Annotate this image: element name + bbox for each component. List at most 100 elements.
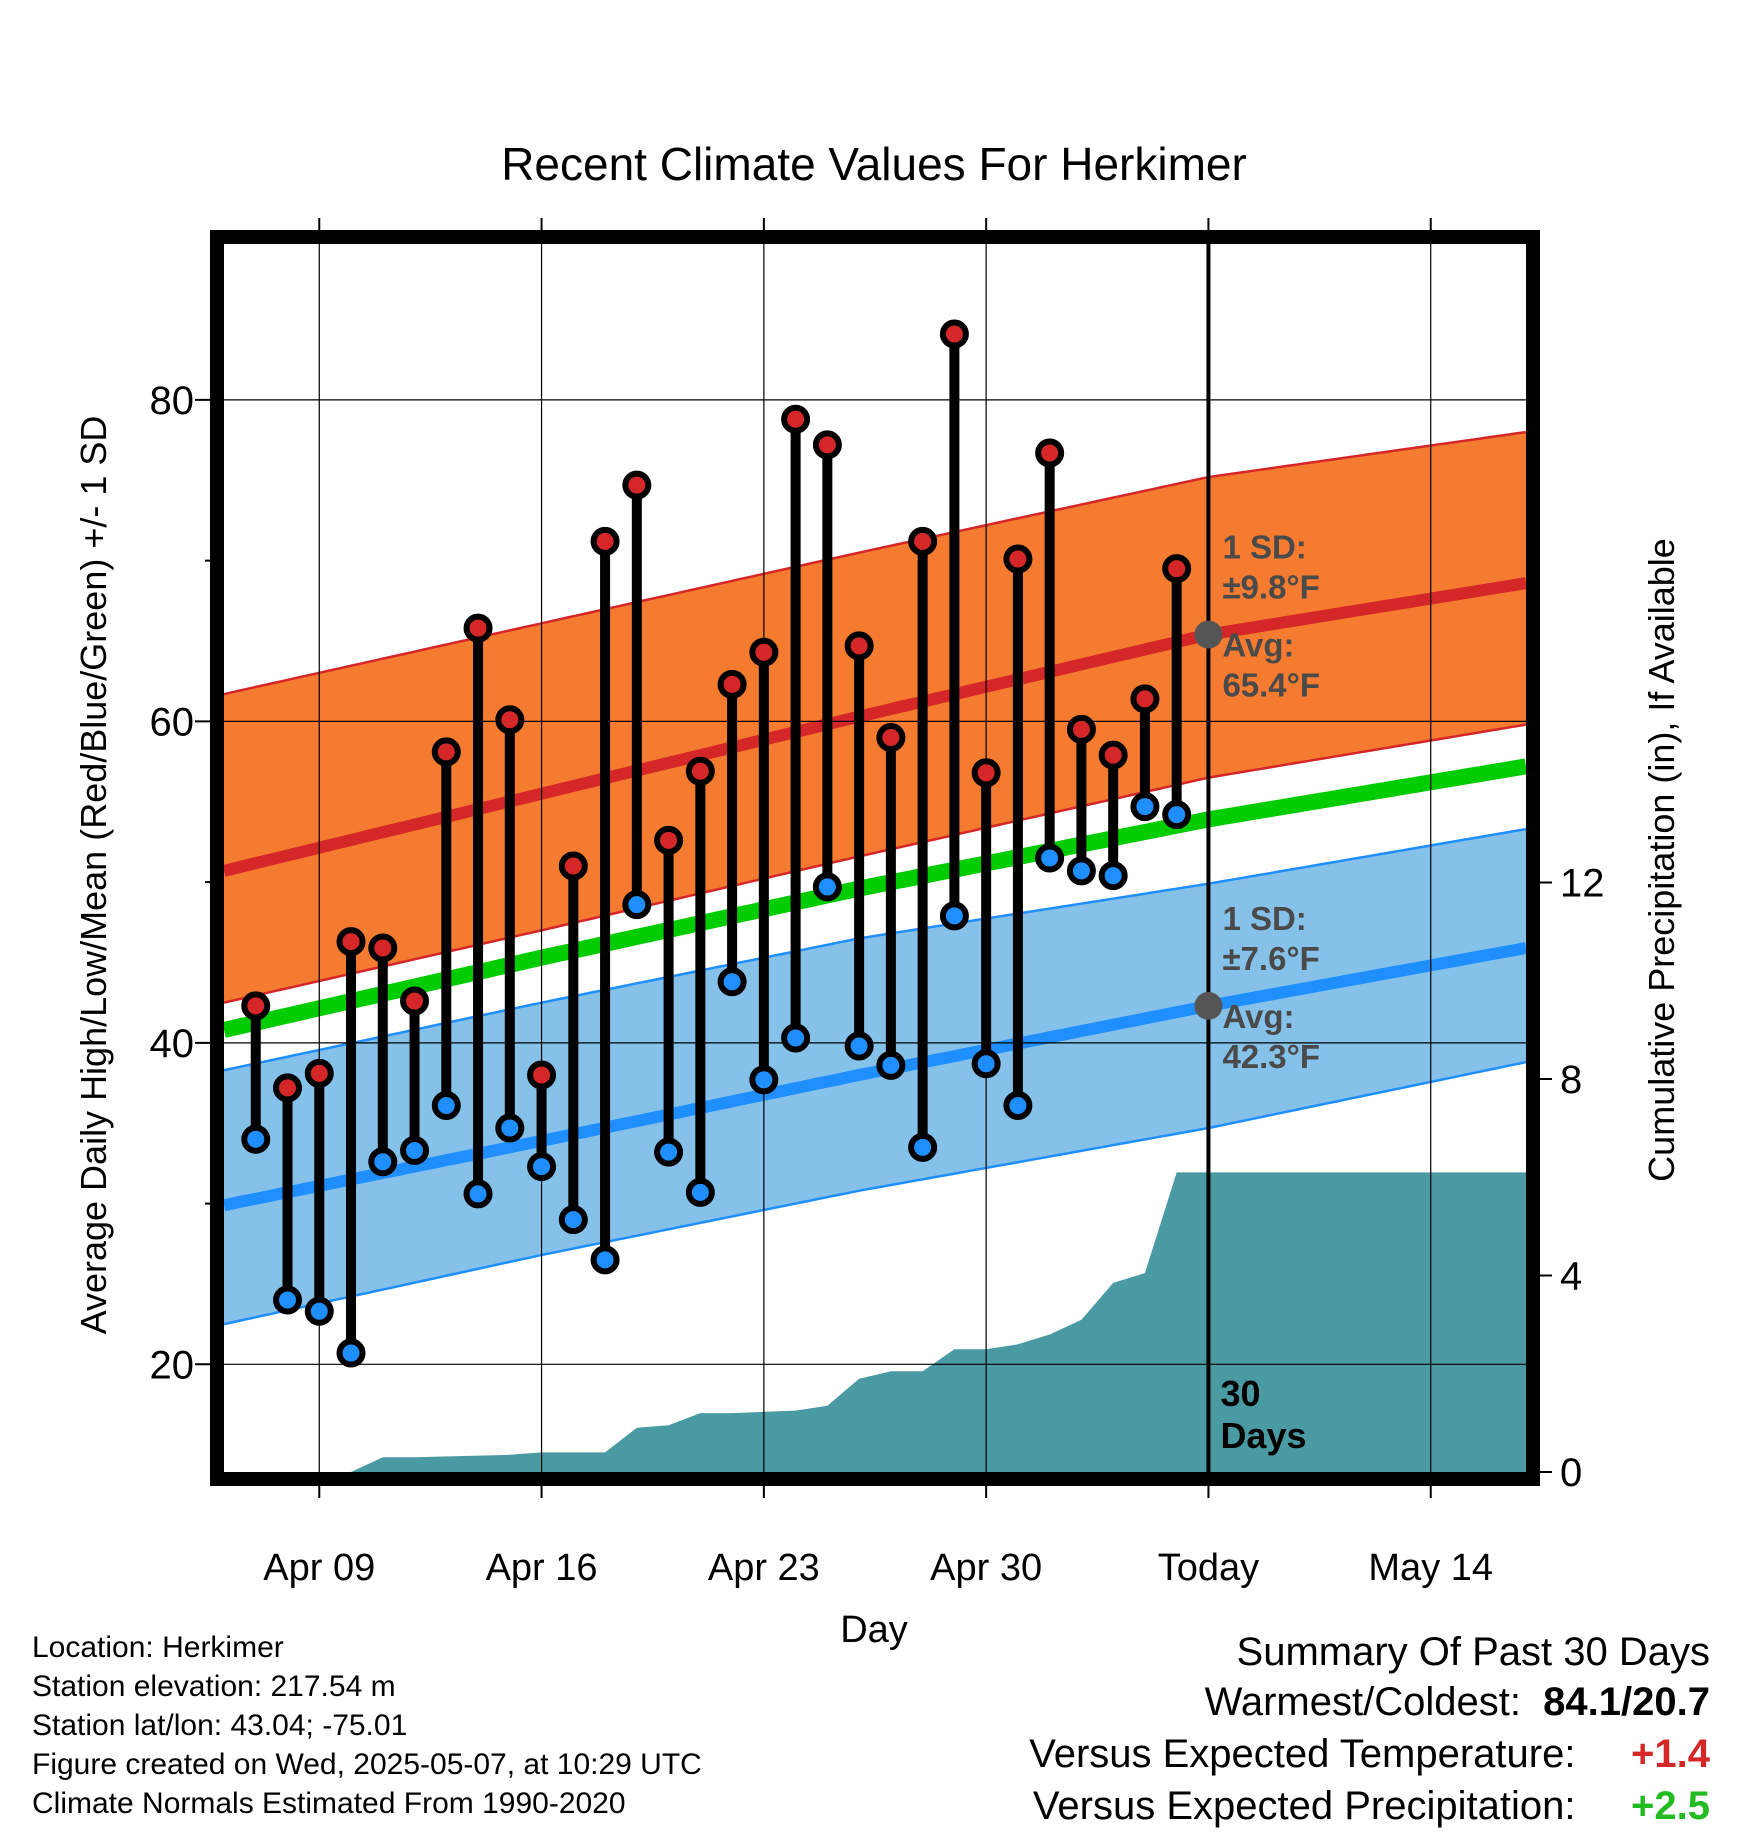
x-tick-label: Apr 09 bbox=[263, 1547, 375, 1589]
high-point bbox=[495, 705, 525, 735]
high-point bbox=[717, 669, 747, 699]
low-point bbox=[558, 1205, 588, 1235]
warm-cold-value: 84.1/20.7 bbox=[1543, 1680, 1710, 1724]
low-sd-value: ±7.6°F bbox=[1222, 940, 1319, 977]
low-point bbox=[717, 967, 747, 997]
days-number: 30 bbox=[1220, 1373, 1260, 1414]
precip-value: +2.5 bbox=[1631, 1784, 1710, 1828]
high-point bbox=[781, 404, 811, 434]
summary-temp-row: Versus Expected Temperature: +1.4 bbox=[1029, 1732, 1710, 1784]
high-point bbox=[463, 613, 493, 643]
y-tick-label: 40 bbox=[150, 1022, 195, 1066]
high-point bbox=[1003, 544, 1033, 574]
high-point bbox=[971, 758, 1001, 788]
low-point bbox=[876, 1050, 906, 1080]
y-tick-label: 20 bbox=[150, 1343, 195, 1387]
summary-heading: Summary Of Past 30 Days bbox=[1236, 1630, 1710, 1674]
high-point bbox=[654, 825, 684, 855]
high-sd-value: ±9.8°F bbox=[1222, 569, 1319, 606]
low-point bbox=[463, 1179, 493, 1209]
elevation-text: Station elevation: 217.54 m bbox=[32, 1670, 396, 1703]
y2-tick-label: 4 bbox=[1560, 1255, 1582, 1299]
low-point bbox=[431, 1091, 461, 1121]
y2-tick-label: 8 bbox=[1560, 1058, 1582, 1102]
summary-precip-row: Versus Expected Precipitation: +2.5 bbox=[1029, 1784, 1710, 1836]
low-point bbox=[685, 1177, 715, 1207]
y-tick-label: 60 bbox=[150, 700, 195, 744]
x-tick-label: Apr 16 bbox=[486, 1547, 598, 1589]
low-sd-band-lower-edge bbox=[224, 1060, 1526, 1326]
high-point bbox=[749, 637, 779, 667]
low-point bbox=[749, 1065, 779, 1095]
high-point bbox=[273, 1073, 303, 1103]
high-avg-label: Avg: bbox=[1222, 627, 1294, 664]
y2-tick-label: 12 bbox=[1560, 862, 1605, 906]
low-point bbox=[1098, 861, 1128, 891]
precip-label: Versus Expected Precipitation: bbox=[1032, 1784, 1576, 1828]
plot-inner bbox=[224, 244, 1526, 1472]
low-point bbox=[400, 1136, 430, 1166]
high-point bbox=[1162, 554, 1192, 584]
y-tick-label: 80 bbox=[150, 379, 195, 423]
high-point bbox=[431, 737, 461, 767]
low-point bbox=[908, 1132, 938, 1162]
precip-area bbox=[351, 1172, 1526, 1472]
x-tick-label: Today bbox=[1158, 1547, 1259, 1589]
y2-axis-label: Cumulative Precipitation (in), If Availa… bbox=[1641, 538, 1682, 1182]
low-point bbox=[527, 1152, 557, 1182]
high-sd-label: 1 SD: bbox=[1222, 529, 1306, 566]
high-point bbox=[1066, 714, 1096, 744]
y-axis-label: Average Daily High/Low/Mean (Red/Blue/Gr… bbox=[73, 416, 114, 1335]
high-point bbox=[558, 851, 588, 881]
high-point bbox=[336, 927, 366, 957]
high-point bbox=[241, 991, 271, 1021]
low-avg-value: 42.3°F bbox=[1222, 1038, 1320, 1075]
low-point bbox=[336, 1338, 366, 1368]
low-point bbox=[241, 1124, 271, 1154]
low-point bbox=[1130, 792, 1160, 822]
created-text: Figure created on Wed, 2025-05-07, at 10… bbox=[32, 1748, 702, 1781]
temp-value: +1.4 bbox=[1631, 1732, 1710, 1776]
days-label: Days bbox=[1220, 1415, 1306, 1456]
summary-panel: Summary Of Past 30 Days Warmest/Coldest:… bbox=[1029, 1630, 1710, 1836]
normals-text: Climate Normals Estimated From 1990-2020 bbox=[32, 1787, 626, 1820]
low-point bbox=[781, 1023, 811, 1053]
high-avg-value: 65.4°F bbox=[1222, 667, 1320, 704]
low-sd-label: 1 SD: bbox=[1222, 900, 1306, 937]
high-sd-band-upper-edge bbox=[224, 430, 1526, 696]
today-avg-high-marker bbox=[1194, 620, 1223, 649]
low-point bbox=[368, 1147, 398, 1177]
low-point bbox=[495, 1113, 525, 1143]
low-point bbox=[812, 872, 842, 902]
latlon-text: Station lat/lon: 43.04; -75.01 bbox=[32, 1709, 408, 1742]
low-point bbox=[844, 1031, 874, 1061]
chart-title: Recent Climate Values For Herkimer bbox=[501, 138, 1247, 190]
high-point bbox=[400, 986, 430, 1016]
high-point bbox=[1035, 438, 1065, 468]
x-tick-label: May 14 bbox=[1368, 1547, 1493, 1589]
high-point bbox=[527, 1060, 557, 1090]
high-point bbox=[1098, 740, 1128, 770]
high-point bbox=[876, 722, 906, 752]
x-tick-label: Apr 30 bbox=[930, 1547, 1042, 1589]
warm-cold-label: Warmest/Coldest: bbox=[1204, 1680, 1521, 1724]
low-point bbox=[622, 890, 652, 920]
location-text: Location: Herkimer bbox=[32, 1631, 284, 1664]
high-point bbox=[1130, 684, 1160, 714]
temp-label: Versus Expected Temperature: bbox=[1029, 1732, 1576, 1776]
high-point bbox=[622, 470, 652, 500]
high-point bbox=[304, 1058, 334, 1088]
station-info: Location: Herkimer Station elevation: 21… bbox=[32, 1628, 702, 1823]
low-point bbox=[1066, 856, 1096, 886]
y2-tick-label: 0 bbox=[1560, 1451, 1582, 1495]
high-point bbox=[844, 631, 874, 661]
high-point bbox=[590, 526, 620, 556]
x-axis-label: Day bbox=[840, 1609, 908, 1651]
plot-frame bbox=[210, 230, 1540, 1486]
low-point bbox=[304, 1296, 334, 1326]
high-point bbox=[908, 526, 938, 556]
low-point bbox=[590, 1245, 620, 1275]
high-point bbox=[812, 430, 842, 460]
low-avg-label: Avg: bbox=[1222, 998, 1294, 1035]
